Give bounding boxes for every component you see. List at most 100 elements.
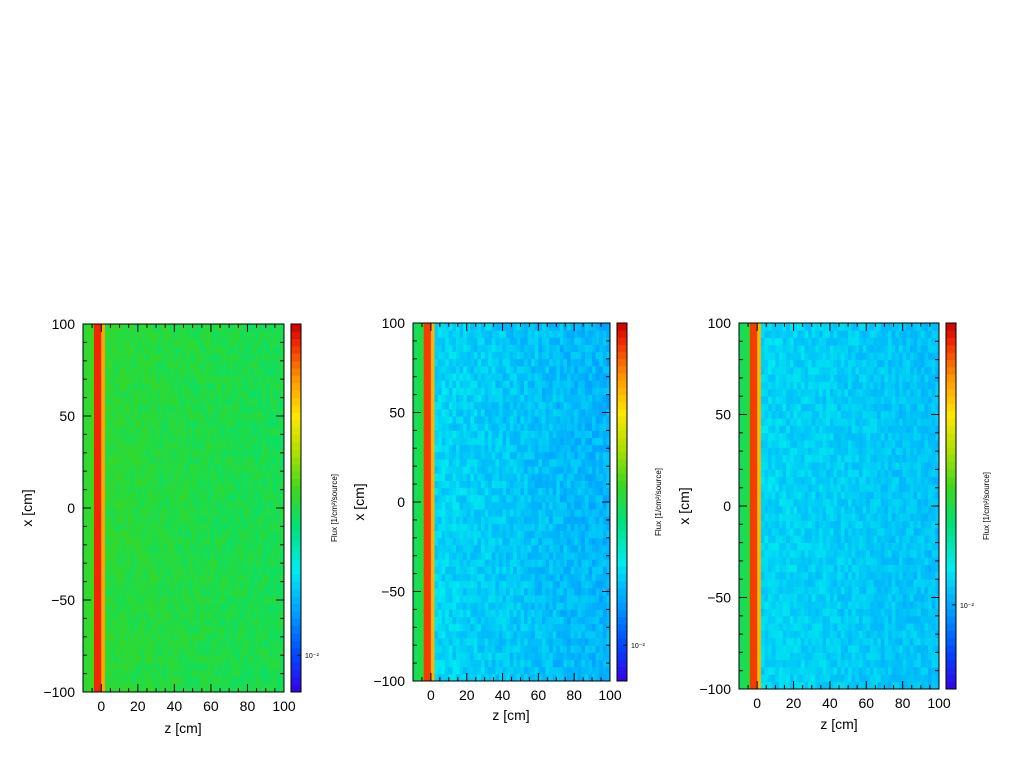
heatmap-cell xyxy=(416,373,421,381)
heatmap-cell xyxy=(243,500,248,509)
heatmap-cell xyxy=(448,451,453,460)
heatmap-cell xyxy=(210,574,215,582)
heatmap-cell xyxy=(148,611,153,619)
heatmap-cell xyxy=(506,623,511,632)
heatmap-cell xyxy=(247,353,252,362)
heatmap-cell xyxy=(152,647,157,656)
heatmap-cell xyxy=(152,633,157,641)
heatmap-cell xyxy=(491,544,496,553)
heatmap-cell xyxy=(221,360,226,369)
heatmap-cell xyxy=(86,449,91,457)
heatmap-cell xyxy=(199,360,204,369)
heatmap-cell xyxy=(90,427,95,435)
heatmap-cell xyxy=(258,677,263,686)
heatmap-cell xyxy=(130,375,135,384)
heatmap-cell xyxy=(163,588,168,597)
heatmap-cell xyxy=(516,616,521,625)
heatmap-cell xyxy=(481,516,486,524)
heatmap-cell xyxy=(513,401,518,410)
heatmap-cell xyxy=(265,331,270,340)
heatmap-cell xyxy=(207,346,212,354)
heatmap-cell xyxy=(280,404,285,413)
heatmap-cell xyxy=(225,441,230,450)
heatmap-cell xyxy=(108,346,113,354)
heatmap-cell xyxy=(243,655,248,663)
heatmap-cell xyxy=(104,655,109,663)
heatmap-cell xyxy=(123,353,128,362)
heatmap-cell xyxy=(541,638,546,646)
heatmap-cell xyxy=(225,633,230,641)
heatmap-cell xyxy=(452,459,457,467)
heatmap-cell xyxy=(434,494,439,503)
heatmap-cell xyxy=(130,588,135,597)
heatmap-cell xyxy=(516,602,521,610)
heatmap-cell xyxy=(188,544,194,553)
heatmap-cell xyxy=(276,382,281,391)
heatmap-cell xyxy=(495,666,500,675)
heatmap-cell xyxy=(86,346,91,354)
heatmap-cell xyxy=(534,416,539,424)
heatmap-cell xyxy=(148,677,153,686)
heatmap-cell xyxy=(549,616,554,625)
heatmap-cell xyxy=(93,397,99,406)
heatmap-cell xyxy=(441,423,446,431)
heatmap-cell xyxy=(108,471,113,479)
heatmap-cell xyxy=(232,684,237,693)
heatmap-cell xyxy=(203,412,208,421)
heatmap-cell xyxy=(452,337,457,345)
heatmap-cell xyxy=(163,640,168,649)
heatmap-cell xyxy=(159,559,164,568)
heatmap-cell xyxy=(108,647,113,656)
heatmap-cell xyxy=(280,500,285,509)
heatmap-cell xyxy=(254,390,259,398)
heatmap-cell xyxy=(207,618,212,627)
heatmap-cell xyxy=(481,502,486,510)
heatmap-cell xyxy=(463,358,468,367)
heatmap-cell xyxy=(196,485,201,494)
heatmap-cell xyxy=(104,669,109,678)
heatmap-cell xyxy=(491,394,496,403)
heatmap-cell xyxy=(495,459,500,467)
heatmap-cell xyxy=(534,344,539,353)
heatmap-cell xyxy=(232,397,237,406)
heatmap-cell xyxy=(552,602,557,610)
heatmap-cell xyxy=(119,618,124,627)
heatmap-cell xyxy=(232,419,237,428)
heatmap-cell xyxy=(236,603,241,612)
heatmap-cell xyxy=(130,530,135,538)
heatmap-cell xyxy=(549,437,554,446)
heatmap-cell xyxy=(455,652,460,660)
heatmap-cell xyxy=(516,373,521,381)
heatmap-cell xyxy=(549,659,554,668)
heatmap-cell xyxy=(170,633,175,641)
heatmap-cell xyxy=(167,397,172,406)
heatmap-cell xyxy=(438,552,443,560)
heatmap-cell xyxy=(556,673,561,682)
heatmap-cell xyxy=(170,684,175,693)
heatmap-cell xyxy=(86,677,91,686)
heatmap-cell xyxy=(534,444,539,453)
heatmap-cell xyxy=(185,500,190,509)
heatmap-cell xyxy=(93,404,99,413)
heatmap-cell xyxy=(126,581,131,590)
heatmap-cell xyxy=(196,522,201,531)
heatmap-cell xyxy=(181,677,186,686)
heatmap-cell xyxy=(112,463,117,472)
heatmap-cell xyxy=(115,478,120,487)
heatmap-cell xyxy=(520,423,525,431)
heatmap-cell xyxy=(520,523,525,532)
heatmap-cell xyxy=(251,375,256,384)
heatmap-cell xyxy=(156,618,161,627)
heatmap-cell xyxy=(130,434,135,443)
heatmap-cell xyxy=(214,588,219,597)
heatmap-cell xyxy=(232,544,237,553)
heatmap-cell xyxy=(243,449,248,457)
heatmap-cell xyxy=(185,640,190,649)
heatmap-cell xyxy=(167,530,172,538)
heatmap-cell xyxy=(423,630,428,639)
heatmap-cell xyxy=(148,419,153,428)
heatmap-cell xyxy=(104,434,109,443)
heatmap-cell xyxy=(174,360,179,369)
heatmap-cell xyxy=(455,430,460,438)
heatmap-cell xyxy=(413,566,417,574)
